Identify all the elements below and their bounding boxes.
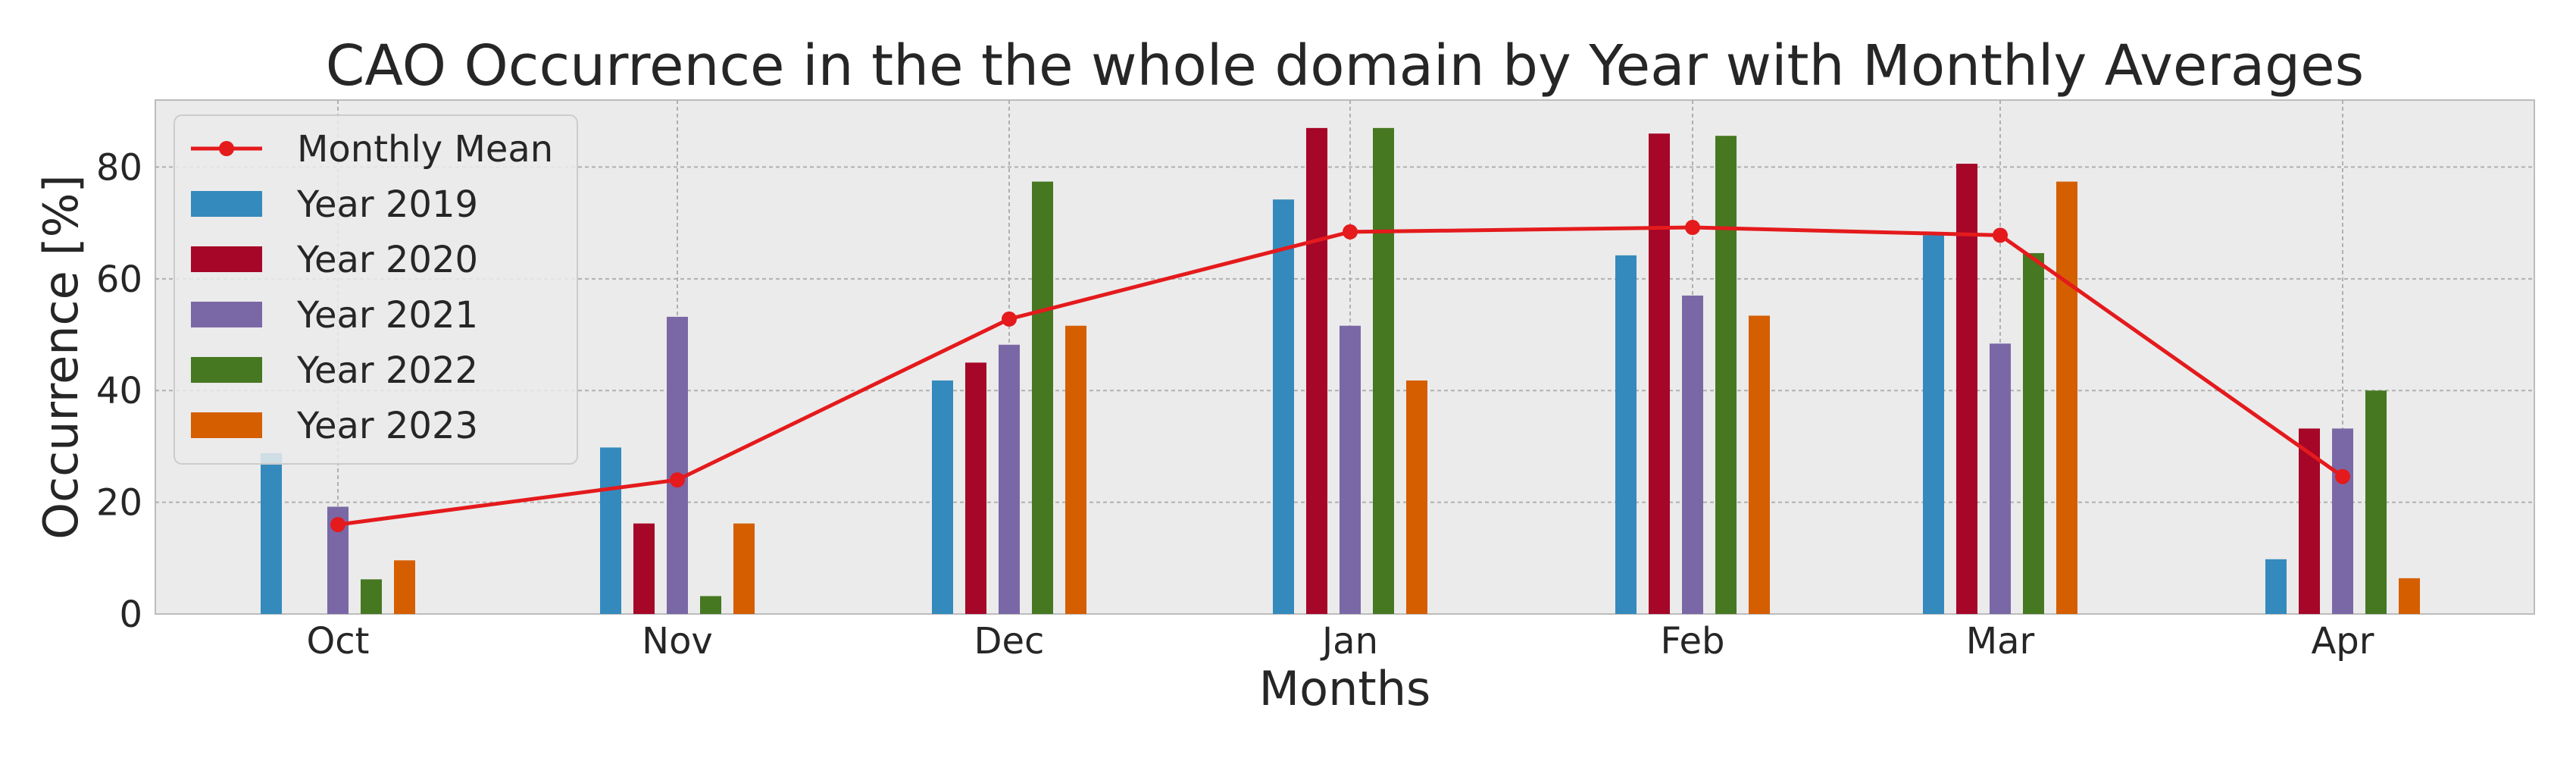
bar-year-2019-jan — [1273, 199, 1294, 615]
legend-swatch — [191, 357, 262, 383]
bar-year-2019-feb — [1615, 255, 1637, 614]
bar-year-2022-mar — [2023, 252, 2044, 614]
legend-swatch — [191, 412, 262, 438]
bar-year-2022-dec — [1032, 181, 1053, 615]
bar-year-2020-dec — [965, 362, 986, 614]
x-tick-label: Dec — [974, 620, 1045, 662]
y-tick-label: 60 — [96, 258, 142, 301]
legend-label: Year 2023 — [296, 405, 478, 447]
bar-year-2022-nov — [700, 596, 721, 614]
x-tick-label: Oct — [307, 620, 370, 662]
bar-year-2023-apr — [2399, 578, 2420, 614]
bar-year-2021-apr — [2332, 428, 2353, 614]
bar-year-2019-oct — [261, 453, 282, 614]
y-axis-label: Occurrence [%] — [33, 174, 89, 539]
x-tick-label: Apr — [2311, 620, 2374, 662]
bar-year-2021-jan — [1340, 325, 1361, 614]
bar-year-2019-mar — [1923, 235, 1944, 614]
monthly-mean-point — [1993, 227, 2008, 243]
monthly-mean-point — [1343, 224, 1358, 240]
bar-year-2023-oct — [394, 560, 415, 614]
y-tick-label: 40 — [96, 370, 142, 412]
legend-marker-swatch — [219, 141, 234, 156]
legend-swatch — [191, 246, 262, 272]
bar-year-2023-feb — [1749, 315, 1770, 614]
legend-swatch — [191, 191, 262, 217]
x-tick-label: Nov — [642, 620, 713, 662]
bar-year-2021-mar — [1990, 343, 2011, 614]
bar-year-2023-dec — [1065, 325, 1086, 614]
bar-year-2019-apr — [2265, 559, 2287, 614]
x-axis-label: Months — [1259, 661, 1431, 716]
monthly-mean-point — [1685, 220, 1700, 236]
bar-year-2022-feb — [1715, 136, 1737, 614]
monthly-mean-line — [330, 220, 2350, 533]
legend-label: Year 2019 — [296, 183, 478, 226]
bar-year-2020-jan — [1306, 127, 1327, 614]
monthly-mean-point — [2335, 468, 2350, 484]
monthly-mean-point — [670, 472, 685, 488]
bar-year-2021-nov — [667, 316, 688, 614]
bar-year-2023-jan — [1406, 380, 1427, 614]
legend-label: Year 2020 — [296, 239, 478, 281]
y-tick-label: 0 — [119, 594, 142, 636]
legend-box — [174, 114, 578, 465]
bar-year-2022-apr — [2365, 390, 2387, 614]
legend-label: Year 2021 — [296, 294, 478, 337]
tick-labels: 0 20 40 60 80 Oct Nov Dec Jan Feb Mar Apr — [96, 146, 2374, 662]
legend: Monthly Mean Year 2019 Year 2020 Year 2021 Y… — [174, 114, 578, 465]
bar-year-2023-nov — [733, 523, 755, 614]
bar-year-2021-feb — [1682, 295, 1703, 614]
monthly-mean-point — [1002, 311, 1017, 327]
bar-year-2020-feb — [1649, 133, 1670, 614]
bar-year-2019-dec — [932, 380, 953, 614]
bar-year-2020-mar — [1956, 164, 1977, 614]
y-tick-label: 80 — [96, 146, 142, 189]
legend-label: Year 2022 — [296, 349, 478, 392]
bar-year-2022-oct — [361, 579, 382, 614]
bar-year-2020-nov — [633, 523, 655, 614]
bars — [261, 127, 2420, 615]
monthly-mean-point — [330, 517, 345, 533]
y-tick-label: 20 — [96, 482, 142, 525]
x-tick-label: Mar — [1966, 620, 2035, 662]
x-tick-label: Feb — [1661, 620, 1725, 662]
chart-title: CAO Occurrence in the the whole domain b… — [326, 33, 2365, 99]
bar-year-2022-jan — [1373, 127, 1394, 614]
bar-year-2023-mar — [2056, 181, 2077, 615]
x-tick-label: Jan — [1320, 620, 1378, 662]
legend-swatch — [191, 302, 262, 327]
bar-year-2021-dec — [999, 344, 1020, 614]
bar-year-2019-nov — [600, 447, 621, 614]
legend-label: Monthly Mean — [297, 128, 553, 171]
